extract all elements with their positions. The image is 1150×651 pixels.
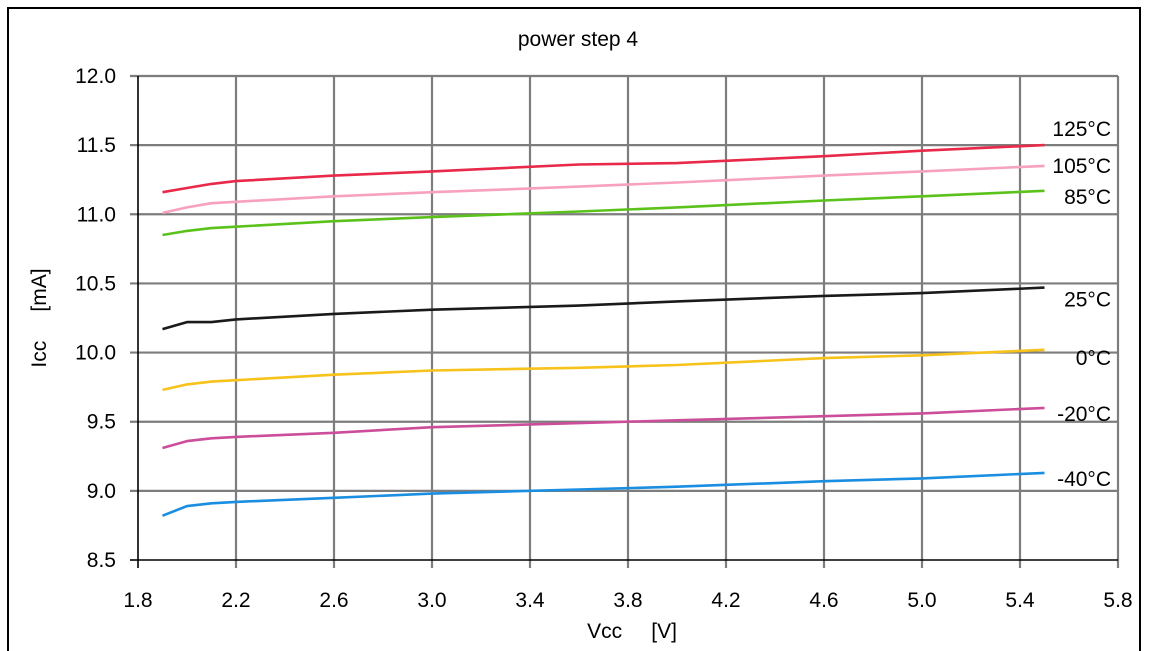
x-tick-label: 3.0 bbox=[417, 589, 446, 612]
series-line bbox=[162, 189, 1045, 237]
series-label: 25°C bbox=[1064, 289, 1111, 312]
y-tick-label: 8.5 bbox=[87, 549, 116, 572]
y-tick-label: 11.0 bbox=[77, 203, 116, 226]
x-tick-label: 4.6 bbox=[809, 589, 838, 612]
y-tick-label: 10.5 bbox=[75, 272, 116, 295]
series-line bbox=[162, 286, 1045, 331]
series-label: 0°C bbox=[1076, 347, 1111, 370]
series-line bbox=[162, 143, 1045, 194]
x-tick-label: 5.8 bbox=[1103, 589, 1132, 612]
chart-frame bbox=[7, 7, 1141, 651]
series-line bbox=[162, 471, 1045, 517]
chart-title: power step 4 bbox=[518, 28, 639, 51]
y-tick-label: 12.0 bbox=[75, 65, 116, 88]
series-label: -20°C bbox=[1057, 403, 1111, 426]
y-tick-label: 9.5 bbox=[87, 411, 116, 434]
x-tick-label: 3.4 bbox=[515, 589, 545, 612]
y-tick-labels: 8.5 9.0 9.5 10.0 10.5 11.0 11.5 12.0 bbox=[75, 65, 116, 572]
x-tick-label: 2.2 bbox=[221, 589, 250, 612]
y-tick-label: 11.5 bbox=[77, 134, 116, 157]
y-tick-label: 10.0 bbox=[75, 342, 116, 365]
series-lines bbox=[162, 143, 1045, 517]
x-tick-label: 4.2 bbox=[711, 589, 740, 612]
series-label: 105°C bbox=[1052, 155, 1111, 178]
x-tick-label: 5.0 bbox=[907, 589, 936, 612]
grid bbox=[130, 74, 1120, 568]
y-tick-label: 9.0 bbox=[87, 480, 116, 503]
series-line bbox=[162, 164, 1045, 215]
x-tick-label: 2.6 bbox=[319, 589, 348, 612]
series-label: -40°C bbox=[1057, 468, 1111, 491]
series-label: 125°C bbox=[1052, 118, 1111, 141]
series-line bbox=[162, 406, 1045, 450]
axes bbox=[130, 76, 1118, 568]
series-labels: 125°C 105°C 85°C 25°C 0°C -20°C -40°C bbox=[1052, 118, 1111, 491]
series-line bbox=[162, 348, 1045, 392]
y-axis-label: Icc [mA] bbox=[28, 268, 51, 367]
x-tick-label: 5.4 bbox=[1005, 589, 1035, 612]
x-tick-label: 3.8 bbox=[613, 589, 642, 612]
x-tick-label: 1.8 bbox=[123, 589, 152, 612]
x-tick-labels: 1.8 2.2 2.6 3.0 3.4 3.8 4.2 4.6 5.0 5.4 5.8 bbox=[123, 589, 1132, 612]
x-axis-label: Vcc [V] bbox=[587, 620, 677, 643]
series-label: 85°C bbox=[1064, 186, 1111, 209]
